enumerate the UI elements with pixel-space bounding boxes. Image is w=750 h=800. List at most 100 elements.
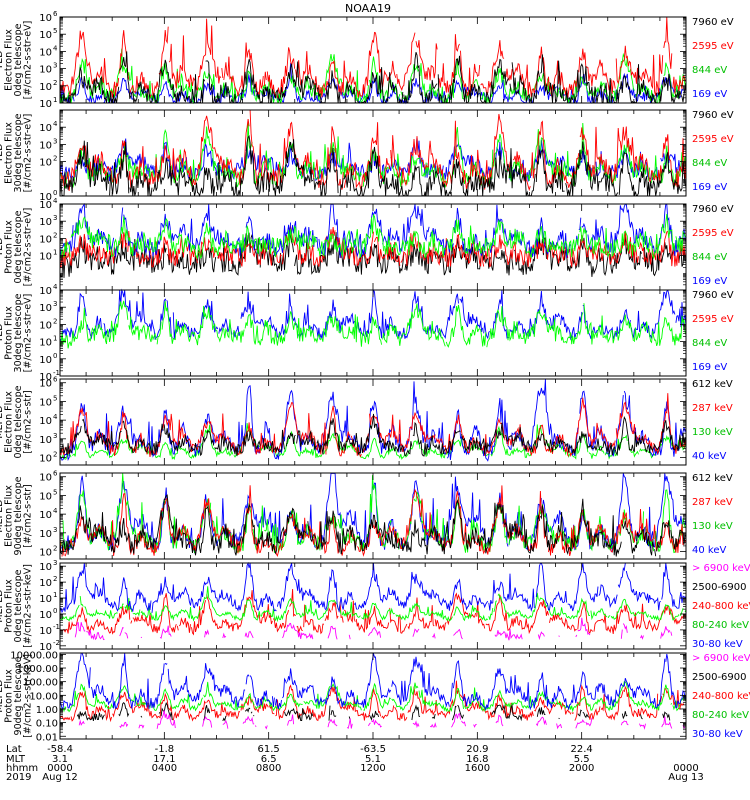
y-tick-exponent: 2 bbox=[53, 79, 57, 87]
y-tick-exponent: -1 bbox=[53, 369, 60, 377]
y-tick-exponent: 2 bbox=[53, 317, 57, 325]
legend-entry: 7960 eV bbox=[692, 17, 734, 28]
y-tick-exponent: 2 bbox=[53, 155, 57, 163]
y-axis-label-line: [#/cm2-s-str-eV] bbox=[23, 21, 34, 100]
y-tick-exponent: 0 bbox=[53, 189, 57, 197]
y-tick-label: 10 bbox=[39, 200, 52, 211]
y-tick-exponent: 4 bbox=[53, 120, 58, 128]
legend-entry: 612 keV bbox=[692, 473, 733, 484]
x-tick-label-hhmm: 1600 bbox=[465, 763, 490, 774]
y-tick-label: 10 bbox=[39, 140, 52, 151]
legend-entry: 40 keV bbox=[692, 451, 726, 462]
y-tick-exponent: 1 bbox=[53, 249, 57, 257]
y-axis-label-line: MEPED bbox=[0, 679, 5, 712]
y-tick-label: 1000.00 bbox=[17, 664, 58, 675]
y-tick-exponent: -1 bbox=[53, 623, 60, 631]
y-axis-label-line: Electron Flux bbox=[4, 122, 15, 184]
y-tick-label: 10 bbox=[39, 30, 52, 41]
y-tick-label: 10 bbox=[39, 416, 52, 427]
y-tick-label: 10 bbox=[39, 379, 52, 390]
y-axis-label-line: Electron Flux bbox=[4, 29, 15, 91]
legend-entry: 2595 eV bbox=[692, 314, 734, 325]
series-line-black bbox=[59, 135, 687, 198]
legend-entry: 7960 eV bbox=[692, 110, 734, 121]
y-tick-label: 10 bbox=[39, 217, 52, 228]
legend-entry: 169 eV bbox=[692, 89, 727, 100]
y-tick-label: 10 bbox=[39, 548, 52, 559]
legend-entry: 2595 eV bbox=[692, 228, 734, 239]
y-axis-label-line: 0deg telescope bbox=[13, 210, 24, 283]
legend-entry: 844 eV bbox=[692, 252, 727, 263]
y-axis-label-line: TED bbox=[0, 50, 5, 70]
y-tick-label: 10 bbox=[39, 435, 52, 446]
y-tick-exponent: 6 bbox=[53, 10, 58, 18]
y-axis-label-line: Proton Flux bbox=[4, 306, 15, 360]
x-tick-label-hhmm: 0800 bbox=[256, 763, 281, 774]
series-line-green bbox=[59, 48, 687, 105]
y-tick-exponent: 2 bbox=[53, 545, 57, 553]
y-tick-label: 10 bbox=[39, 286, 52, 297]
y-tick-label: 100.00 bbox=[23, 678, 58, 689]
legend-entry: 7960 eV bbox=[692, 204, 734, 215]
y-tick-exponent: 1 bbox=[53, 591, 57, 599]
x-tick-label-mlt: 5.5 bbox=[574, 754, 590, 765]
x-tick-label-lat: -63.5 bbox=[360, 744, 386, 755]
x-tick-label-hhmm: 0000 bbox=[673, 763, 698, 774]
y-axis-label-line: 0deg telescope bbox=[13, 385, 24, 458]
y-axis-label-line: TED bbox=[0, 143, 5, 163]
y-tick-label: 10 bbox=[39, 303, 52, 314]
series-line-blue bbox=[59, 288, 687, 342]
series-line-green bbox=[59, 586, 687, 623]
x-tick-label-date: Aug 12 bbox=[42, 772, 77, 783]
y-tick-label: 10 bbox=[39, 454, 52, 465]
y-tick-label: 10 bbox=[39, 123, 52, 134]
y-tick-exponent: -2 bbox=[53, 639, 60, 647]
y-axis-label-line: Electron Flux bbox=[4, 391, 15, 453]
legend-entry: 80-240 keV bbox=[692, 710, 749, 721]
x-row-label: 2019 bbox=[6, 772, 31, 783]
legend-entry: 130 keV bbox=[692, 521, 733, 532]
y-axis-label-line: [#/cm2-s-str-keV] bbox=[23, 654, 34, 738]
legend-entry: 40 keV bbox=[692, 545, 726, 556]
y-tick-label: 10 bbox=[39, 491, 52, 502]
x-tick-label-hhmm: 0400 bbox=[152, 763, 177, 774]
y-tick-label: 10 bbox=[39, 397, 52, 408]
legend-entry: 612 keV bbox=[692, 379, 733, 390]
y-axis-label-line: 0deg telescope bbox=[13, 23, 24, 96]
y-axis-label-line: [#/cm2-s-str-keV] bbox=[23, 564, 34, 648]
y-tick-exponent: 5 bbox=[53, 488, 57, 496]
legend-entry: 844 eV bbox=[692, 65, 727, 76]
y-tick-exponent: 3 bbox=[53, 300, 57, 308]
y-tick-label: 10 bbox=[39, 47, 52, 58]
y-axis-label-line: MEPED bbox=[0, 405, 5, 438]
y-tick-label: 10 bbox=[39, 594, 52, 605]
series-line-green bbox=[59, 300, 687, 349]
legend-entry: 2500-6900 bbox=[692, 672, 747, 683]
legend-entry: 169 eV bbox=[692, 276, 727, 287]
x-row-label: hhmm bbox=[6, 763, 38, 774]
series-line-black bbox=[59, 494, 687, 557]
y-tick-exponent: 3 bbox=[53, 526, 57, 534]
y-tick-exponent: 0 bbox=[53, 352, 57, 360]
y-tick-exponent: 5 bbox=[53, 27, 57, 35]
series-line-black bbox=[76, 701, 671, 722]
series-line-red bbox=[59, 110, 687, 192]
y-tick-label: 10 bbox=[39, 192, 52, 203]
y-axis-label-line: 90deg telescope bbox=[13, 656, 24, 735]
y-axis-label-line: 30deg telescope bbox=[13, 293, 24, 372]
y-axis-label-line: 0deg telescope bbox=[13, 569, 24, 642]
legend-entry: 240-800 keV bbox=[692, 691, 750, 702]
legend-entry: 7960 eV bbox=[692, 290, 734, 301]
y-tick-exponent: 3 bbox=[53, 137, 57, 145]
y-axis-label-line: 90deg telescope bbox=[13, 476, 24, 555]
y-tick-label: 10 bbox=[39, 372, 52, 383]
